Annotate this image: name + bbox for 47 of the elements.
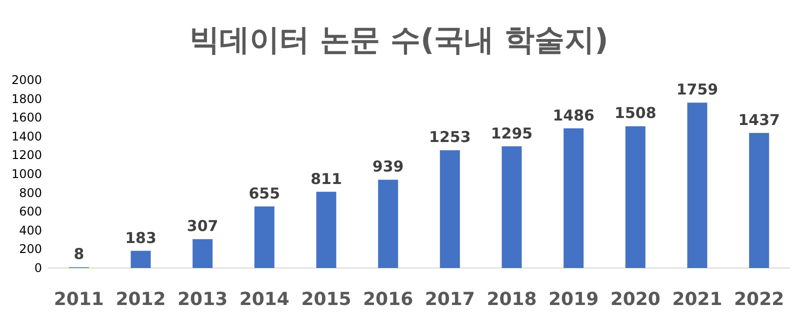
y-tick-label: 0 xyxy=(34,261,42,275)
y-tick-label: 1600 xyxy=(11,110,42,125)
bar xyxy=(378,180,398,268)
x-tick-label: 2021 xyxy=(672,289,722,310)
bar xyxy=(254,206,274,268)
y-tick-label: 800 xyxy=(19,186,42,200)
data-label: 811 xyxy=(310,170,342,188)
x-tick-label: 2020 xyxy=(610,289,660,310)
y-tick-label: 400 xyxy=(19,223,42,238)
bar xyxy=(440,150,460,268)
data-label: 1253 xyxy=(429,128,471,146)
y-tick-label: 2000 xyxy=(11,73,42,87)
x-tick-label: 2013 xyxy=(178,289,228,310)
data-label: 1759 xyxy=(676,80,718,99)
data-label: 939 xyxy=(372,158,404,176)
bar xyxy=(749,132,770,268)
x-tick-label: 2012 xyxy=(116,289,166,310)
y-tick-label: 1400 xyxy=(11,129,42,144)
x-tick-label: 2014 xyxy=(239,289,290,310)
y-tick-label: 600 xyxy=(19,204,42,219)
y-tick-label: 200 xyxy=(19,242,42,256)
data-label: 183 xyxy=(125,228,156,247)
data-label: 8 xyxy=(74,245,84,264)
data-label: 655 xyxy=(248,184,280,202)
x-tick-label: 2018 xyxy=(486,289,537,310)
x-tick-label: 2016 xyxy=(363,289,414,310)
x-tick-label: 2011 xyxy=(54,289,104,310)
x-tick-label: 2022 xyxy=(734,289,784,310)
bar xyxy=(130,250,151,268)
data-label: 307 xyxy=(186,217,218,236)
x-tick-label: 2017 xyxy=(424,289,475,310)
data-label: 1486 xyxy=(552,106,594,124)
x-tick-label: 2019 xyxy=(548,289,599,310)
bar xyxy=(625,126,646,268)
bar xyxy=(687,102,708,268)
data-label: 1295 xyxy=(490,124,533,142)
y-tick-label: 1800 xyxy=(11,92,42,106)
bar xyxy=(192,239,213,268)
y-tick-label: 1200 xyxy=(11,148,42,162)
bar xyxy=(564,128,584,268)
chart-title: 빅데이터 논문 수(국내 학술지) xyxy=(190,23,608,58)
data-label: 1508 xyxy=(614,104,656,122)
data-label: 1437 xyxy=(738,110,780,129)
y-tick-label: 1000 xyxy=(11,167,42,181)
bar xyxy=(502,146,522,268)
bar xyxy=(316,192,336,268)
x-tick-label: 2015 xyxy=(301,289,352,310)
